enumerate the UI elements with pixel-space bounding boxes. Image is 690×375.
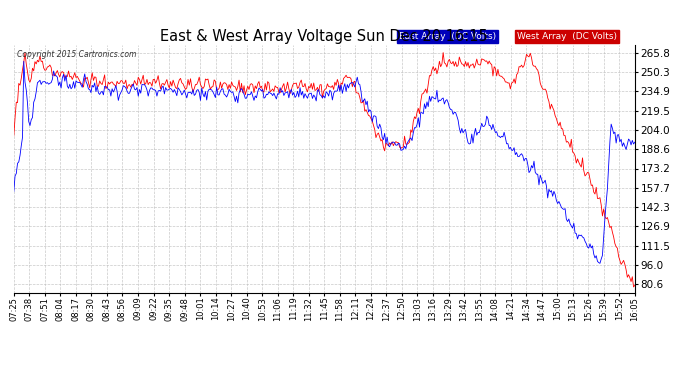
- Title: East & West Array Voltage Sun Dec 20 16:15: East & West Array Voltage Sun Dec 20 16:…: [161, 29, 489, 44]
- Text: East Array  (DC Volts): East Array (DC Volts): [399, 32, 496, 41]
- Text: West Array  (DC Volts): West Array (DC Volts): [517, 32, 617, 41]
- Text: Copyright 2015 Cartronics.com: Copyright 2015 Cartronics.com: [17, 50, 137, 59]
